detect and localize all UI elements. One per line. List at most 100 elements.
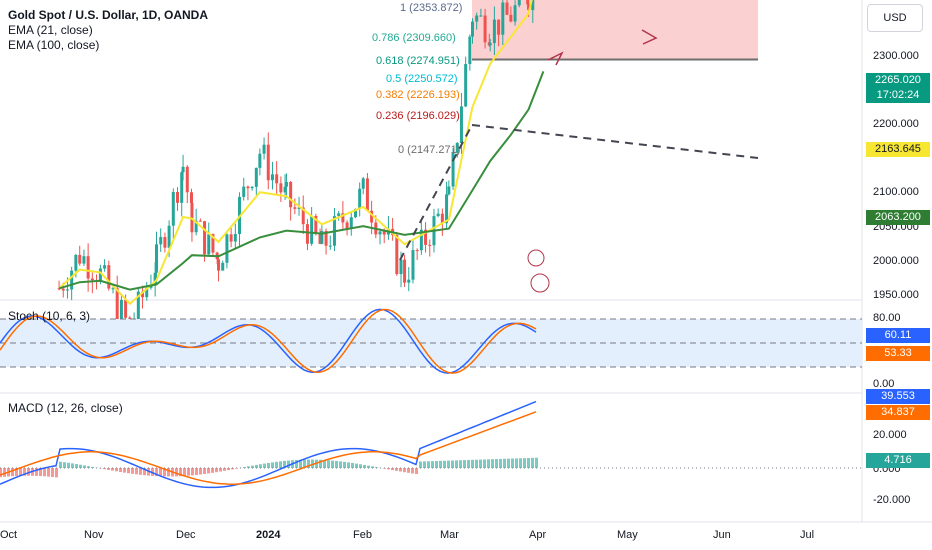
macd-histogram-bar bbox=[35, 468, 38, 476]
ema21-legend[interactable]: EMA (21, close) bbox=[8, 23, 93, 37]
currency-button[interactable]: USD bbox=[867, 4, 923, 32]
candle-body bbox=[270, 174, 274, 181]
fib-label-0: 0 (2147.271) bbox=[398, 144, 461, 156]
time-tick: Nov bbox=[84, 529, 104, 541]
candle-body bbox=[194, 220, 198, 233]
macd-histogram-bar bbox=[283, 460, 286, 468]
symbol-title[interactable]: Gold Spot / U.S. Dollar, 1D, OANDA bbox=[8, 8, 209, 22]
macd-histogram-bar bbox=[515, 458, 518, 468]
candle-body bbox=[445, 194, 449, 224]
stoch-tick: 80.00 bbox=[873, 312, 901, 324]
macd-histogram-bar bbox=[407, 468, 410, 473]
candle-body bbox=[258, 153, 262, 168]
candle-body bbox=[428, 244, 432, 246]
time-tick: Feb bbox=[353, 529, 372, 541]
macd-histogram-bar bbox=[431, 461, 434, 468]
macd-histogram-bar bbox=[319, 459, 322, 468]
fib-label-05: 0.5 (2250.572) bbox=[386, 73, 458, 85]
macd-histogram-bar bbox=[123, 468, 126, 473]
macd-histogram-bar bbox=[215, 468, 218, 473]
macd-histogram-bar bbox=[15, 468, 18, 476]
candle-body bbox=[103, 265, 107, 269]
macd-histogram-bar bbox=[159, 468, 162, 477]
stoch-k-tag: 60.11 bbox=[866, 328, 930, 343]
candle-body bbox=[233, 234, 237, 242]
macd-histogram-bar bbox=[191, 468, 194, 476]
macd-legend[interactable]: MACD (12, 26, close) bbox=[8, 401, 123, 415]
macd-histogram-bar bbox=[255, 464, 258, 468]
candle-body bbox=[90, 278, 94, 281]
candle-body bbox=[320, 230, 324, 244]
macd-histogram-bar bbox=[415, 468, 418, 474]
candle-body bbox=[181, 166, 185, 173]
projection-arrowhead bbox=[641, 29, 658, 45]
macd-histogram-bar bbox=[327, 460, 330, 468]
macd-histogram-bar bbox=[295, 459, 298, 468]
macd-histogram-bar bbox=[423, 461, 426, 468]
candle-body bbox=[415, 250, 419, 252]
macd-tag: 39.553 bbox=[866, 389, 930, 404]
candle-body bbox=[440, 213, 444, 224]
macd-histogram-bar bbox=[3, 468, 6, 477]
stoch-legend[interactable]: Stoch (10, 6, 3) bbox=[8, 309, 91, 323]
macd-histogram-bar bbox=[435, 461, 438, 468]
candle-body bbox=[246, 186, 250, 189]
macd-histogram-bar bbox=[211, 468, 214, 473]
ema100-legend[interactable]: EMA (100, close) bbox=[8, 38, 100, 52]
fib-label-1: 1 (2353.872) bbox=[400, 2, 463, 14]
fib-label-0786: 0.786 (2309.660) bbox=[372, 32, 456, 44]
candle-body bbox=[163, 237, 167, 248]
macd-histogram-bar bbox=[511, 458, 514, 468]
candle-body bbox=[395, 235, 399, 275]
candle-body bbox=[459, 106, 463, 143]
macd-histogram-bar bbox=[419, 461, 422, 468]
candle-body bbox=[65, 289, 69, 291]
candle-body bbox=[124, 299, 128, 318]
candle-body bbox=[382, 231, 386, 235]
candle-body bbox=[217, 259, 221, 271]
macd-histogram-bar bbox=[267, 462, 270, 468]
stoch-d-line bbox=[0, 308, 537, 374]
macd-histogram-bar bbox=[79, 464, 82, 468]
macd-histogram-bar bbox=[63, 462, 66, 468]
macd-histogram-bar bbox=[235, 468, 238, 469]
macd-histogram-bar bbox=[307, 459, 310, 468]
main-legend: Gold Spot / U.S. Dollar, 1D, OANDA EMA (… bbox=[8, 8, 208, 53]
macd-histogram-bar bbox=[103, 468, 106, 470]
candle-body bbox=[171, 192, 175, 226]
candle-body bbox=[86, 256, 90, 279]
candle-body bbox=[145, 287, 149, 298]
candle-body bbox=[74, 254, 78, 271]
macd-histogram-bar bbox=[467, 459, 470, 468]
macd-histogram-bar bbox=[483, 459, 486, 468]
macd-histogram-bar bbox=[39, 468, 42, 477]
macd-histogram-bar bbox=[47, 468, 50, 477]
candle-body bbox=[289, 182, 293, 208]
macd-histogram-bar bbox=[371, 466, 374, 468]
last-price-tag: 2265.020 bbox=[866, 73, 930, 88]
candle-body bbox=[314, 216, 318, 233]
macd-histogram-bar bbox=[219, 468, 222, 472]
macd-histogram-bar bbox=[447, 460, 450, 468]
macd-histogram-bar bbox=[383, 468, 386, 469]
macd-histogram-bar bbox=[439, 460, 442, 468]
candle-body bbox=[358, 188, 362, 209]
candle-body bbox=[98, 268, 102, 282]
candle-body bbox=[266, 144, 270, 181]
macd-histogram-bar bbox=[507, 458, 510, 468]
candle-body bbox=[207, 234, 211, 255]
macd-histogram-bar bbox=[223, 468, 226, 471]
candle-body bbox=[468, 36, 472, 65]
macd-histogram-bar bbox=[399, 468, 402, 472]
candle-body bbox=[407, 279, 411, 283]
macd-histogram-bar bbox=[67, 462, 70, 468]
candle-body bbox=[483, 15, 487, 43]
candle-body bbox=[283, 186, 287, 193]
time-tick: Jul bbox=[800, 529, 815, 541]
macd-histogram-bar bbox=[355, 463, 358, 468]
stoch-d-tag: 53.33 bbox=[866, 346, 930, 361]
macd-histogram-bar bbox=[339, 461, 342, 468]
candle-body bbox=[411, 250, 415, 280]
macd-histogram-bar bbox=[359, 464, 362, 468]
